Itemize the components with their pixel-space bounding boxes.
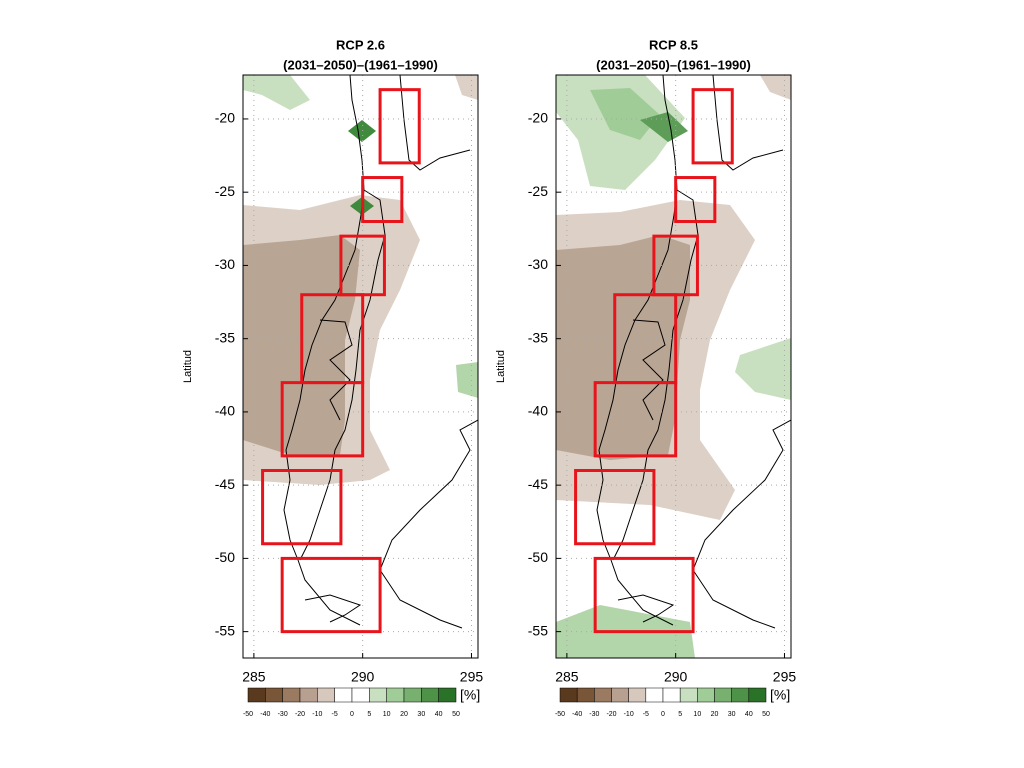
- colorbar-swatch: [247, 687, 266, 703]
- y-tick-label: -45: [215, 476, 235, 492]
- colorbar-swatch: [594, 687, 612, 703]
- title: RCP 8.5: [649, 37, 698, 52]
- colorbar-tick-label: 5: [367, 711, 371, 718]
- colorbar-swatch: [334, 687, 353, 703]
- region-box: [361, 176, 404, 223]
- y-tick-label: -25: [528, 183, 548, 199]
- colorbar-tick-label: -40: [572, 711, 582, 718]
- y-tick-label: -45: [528, 476, 548, 492]
- colorbar-tick-label: -50: [555, 711, 565, 718]
- colorbar-swatch: [714, 687, 732, 703]
- map-frame: [555, 74, 792, 659]
- colorbar-tick-label: 40: [435, 711, 443, 718]
- x-tick-label: 290: [351, 669, 375, 685]
- region-box: [674, 176, 717, 223]
- y-tick-label: -50: [528, 549, 548, 565]
- colorbar-swatch: [299, 687, 318, 703]
- region-box: [280, 381, 365, 458]
- title: RCP 2.6: [336, 37, 385, 52]
- colorbar-tick-label: -20: [606, 711, 616, 718]
- colorbar-tick-label: 40: [745, 711, 753, 718]
- y-tick-label: -50: [215, 549, 235, 565]
- left-shading: [243, 75, 478, 485]
- colorbar-tick-label: -5: [643, 711, 649, 718]
- colorbar-swatch: [628, 687, 647, 703]
- colorbar-swatch: [645, 687, 664, 703]
- colorbar-swatch: [386, 687, 405, 703]
- colorbar-swatch: [611, 687, 629, 703]
- colorbar-tick-label: -20: [295, 711, 305, 718]
- colorbar-swatch: [679, 687, 698, 703]
- region-box: [378, 88, 421, 165]
- region-box: [593, 381, 678, 458]
- region-box: [593, 556, 695, 634]
- colorbar-tick-label: 20: [711, 711, 719, 718]
- colorbar-tick-label: 0: [350, 711, 354, 718]
- subtitle: (2031–2050)–(1961–1990): [283, 57, 438, 72]
- x-tick-label: 285: [555, 669, 579, 685]
- y-tick-label: -35: [215, 329, 235, 345]
- subtitle: (2031–2050)–(1961–1990): [596, 57, 751, 72]
- colorbar-swatch: [282, 687, 301, 703]
- colorbar-swatch: [731, 687, 750, 703]
- x-tick-label: 290: [664, 669, 688, 685]
- x-tick-label: 295: [460, 669, 484, 685]
- y-tick-label: -30: [528, 256, 548, 272]
- region-box: [261, 469, 343, 546]
- colorbar-swatch: [421, 687, 439, 703]
- colorbar-tick-label: 10: [693, 711, 701, 718]
- colorbar-swatch: [438, 687, 457, 703]
- colorbar-label: [%]: [770, 687, 790, 703]
- x-tick-label: 295: [773, 669, 797, 685]
- colorbar-swatch: [369, 687, 387, 703]
- colorbar-swatch: [748, 687, 767, 703]
- colorbar-tick-label: 30: [728, 711, 736, 718]
- colorbar-swatch: [662, 687, 681, 703]
- y-tick-label: -40: [215, 403, 235, 419]
- y-tick-label: -30: [215, 256, 235, 272]
- colorbar-swatch: [403, 687, 422, 703]
- colorbar-tick-label: -10: [624, 711, 634, 718]
- colorbar-tick-label: -10: [312, 711, 322, 718]
- y-axis-label: Latitud: [182, 350, 194, 383]
- y-tick-label: -25: [215, 183, 235, 199]
- colorbar-tick-label: 30: [417, 711, 425, 718]
- colorbar-swatch: [576, 687, 595, 703]
- colorbar-tick-label: -30: [278, 711, 288, 718]
- colorbar-tick-label: 10: [383, 711, 391, 718]
- colorbar-tick-label: 5: [678, 711, 682, 718]
- region-box: [280, 556, 382, 634]
- colorbar-swatch: [697, 687, 715, 703]
- y-tick-label: -40: [528, 403, 548, 419]
- colorbar-swatch: [351, 687, 370, 703]
- colorbar-tick-label: -50: [243, 711, 253, 718]
- y-tick-label: -20: [528, 110, 548, 126]
- y-tick-label: -35: [528, 329, 548, 345]
- colorbar-tick-label: 0: [661, 711, 665, 718]
- y-tick-label: -55: [215, 622, 235, 638]
- right-shading: [556, 75, 791, 658]
- colorbar-tick-label: 50: [762, 711, 770, 718]
- colorbar-tick-label: 50: [452, 711, 460, 718]
- y-axis-label: Latitud: [495, 350, 507, 383]
- y-tick-label: -55: [528, 622, 548, 638]
- colorbar-swatch: [317, 687, 335, 703]
- colorbar-label: [%]: [460, 687, 480, 703]
- colorbar-tick-label: -5: [332, 711, 338, 718]
- colorbar-tick-label: 20: [400, 711, 408, 718]
- x-tick-label: 285: [242, 669, 266, 685]
- colorbar-swatch: [559, 687, 578, 703]
- colorbar-swatch: [265, 687, 283, 703]
- region-box: [691, 88, 734, 165]
- colorbar-tick-label: -40: [260, 711, 270, 718]
- region-box: [574, 469, 656, 546]
- map-frame: [242, 74, 479, 659]
- colorbar-tick-label: -30: [589, 711, 599, 718]
- y-tick-label: -20: [215, 110, 235, 126]
